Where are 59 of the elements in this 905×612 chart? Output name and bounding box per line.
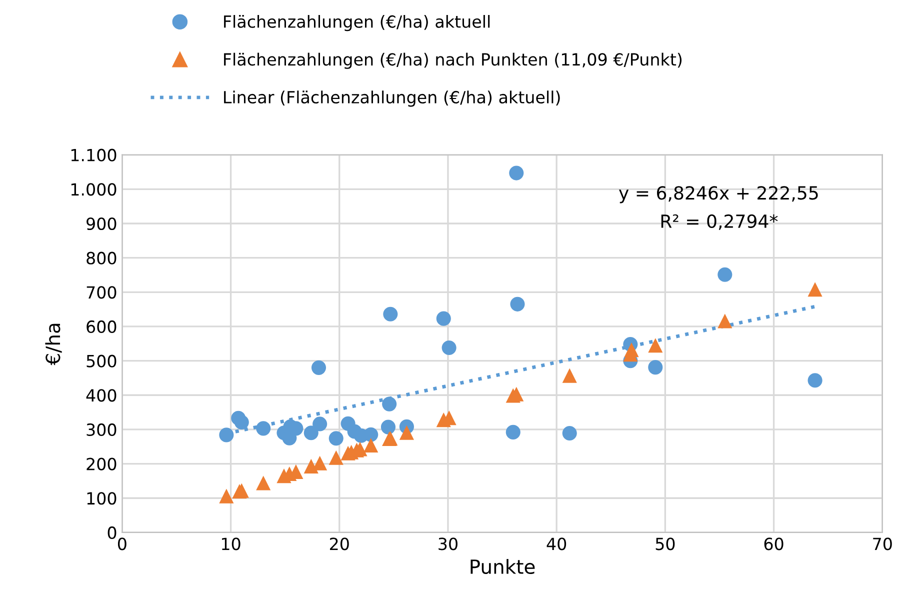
x-tick-label: 0 — [118, 538, 126, 550]
x-tick-label: 30 — [438, 538, 458, 550]
point — [648, 360, 663, 375]
point — [383, 306, 398, 322]
point — [312, 416, 328, 432]
point — [562, 426, 577, 441]
point — [364, 427, 378, 442]
point — [328, 450, 344, 465]
y-tick-label: 500 — [86, 354, 116, 368]
x-tick-label: 50 — [656, 538, 675, 550]
legend-label: Linear (Flächenzahlungen (€/ha) aktuell) — [224, 90, 560, 107]
point — [718, 267, 732, 282]
x-tick-label: 70 — [873, 538, 892, 550]
point — [304, 426, 318, 440]
point — [312, 456, 328, 470]
y-tick-label: 100 — [87, 492, 116, 505]
point — [808, 373, 822, 388]
x-tick-label: 10 — [222, 538, 240, 550]
y-tick-label: 800 — [86, 252, 116, 264]
point — [304, 458, 318, 474]
point — [219, 488, 234, 504]
y-tick-label: 1.100 — [71, 148, 116, 162]
y-tick-label: 400 — [86, 389, 116, 402]
point — [380, 420, 396, 434]
annotation: y = 6,8246x + 222,55 — [619, 186, 818, 204]
point — [234, 414, 249, 430]
point — [509, 166, 524, 180]
point — [364, 438, 378, 453]
point — [256, 421, 271, 436]
y-tick-label: 1.000 — [71, 183, 116, 196]
y-tick-label: 700 — [86, 286, 116, 299]
x-tick-label: 40 — [546, 538, 566, 550]
point — [219, 428, 234, 442]
y-tick-label: 600 — [86, 320, 116, 334]
point — [442, 340, 456, 356]
point — [399, 425, 414, 440]
y-axis-title: €/ha — [45, 324, 62, 366]
point — [808, 282, 822, 297]
point — [648, 338, 663, 353]
point — [718, 314, 732, 328]
legend-label: Flächenzahlungen (€/ha) aktuell — [224, 15, 490, 32]
point — [624, 342, 639, 358]
y-tick-label: 200 — [86, 458, 116, 470]
point — [562, 368, 577, 383]
x-tick-label: 60 — [764, 538, 784, 550]
point — [311, 360, 326, 375]
point — [436, 311, 451, 326]
legend-label: Flächenzahlungen (€/ha) nach Punkten (11,09 €/Punkt) — [224, 52, 682, 69]
y-tick-label: 900 — [86, 217, 116, 230]
point — [506, 424, 520, 440]
y-tick-label: 0 — [108, 526, 116, 540]
annotation: R² = 0,2794* — [661, 214, 778, 230]
point — [510, 296, 525, 312]
x-tick-label: 20 — [330, 538, 349, 550]
y-tick-label: 300 — [86, 423, 116, 436]
point — [382, 396, 397, 412]
x-axis-title: Punkte — [470, 558, 535, 574]
point — [328, 431, 344, 446]
point — [256, 476, 271, 490]
